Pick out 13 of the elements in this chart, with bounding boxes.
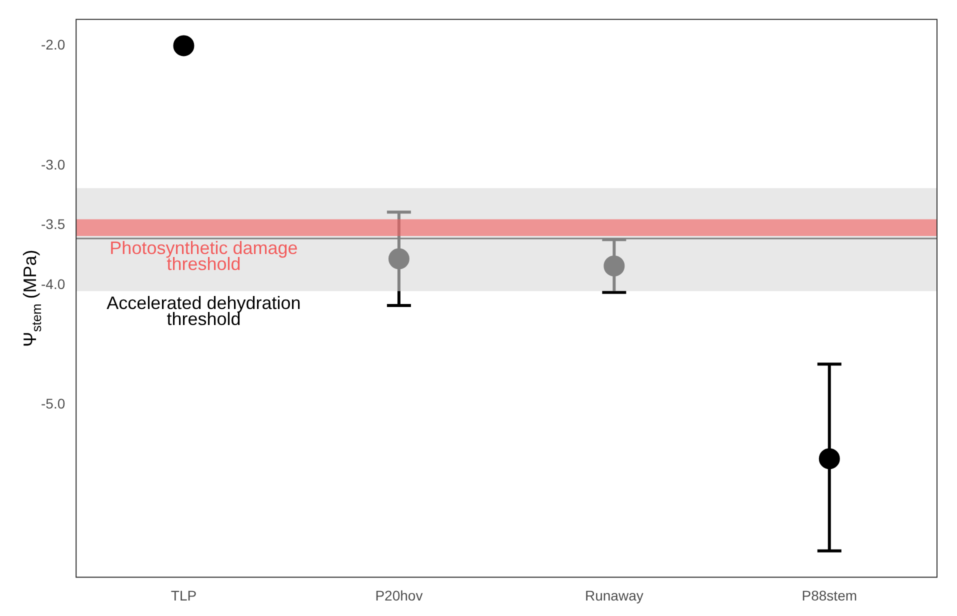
y-tick-label: -4.0 [41,276,66,292]
y-tick-label: -3.5 [41,216,66,232]
y-tick-label: -2.0 [41,36,66,53]
x-tick-label: P88stem [802,587,858,604]
x-tick-label: Runaway [584,587,644,604]
band-label: Photosynthetic damage threshold [110,238,298,274]
y-tick-label: -3.0 [41,156,66,172]
y-axis-title: Ψstem (MPa) [20,250,44,347]
x-tick-label: TLP [170,587,197,604]
x-tick-label: P20hov [375,587,423,604]
band-label: Accelerated dehydration threshold [106,293,301,330]
y-tick-label: -5.0 [41,396,66,412]
point [173,35,194,56]
